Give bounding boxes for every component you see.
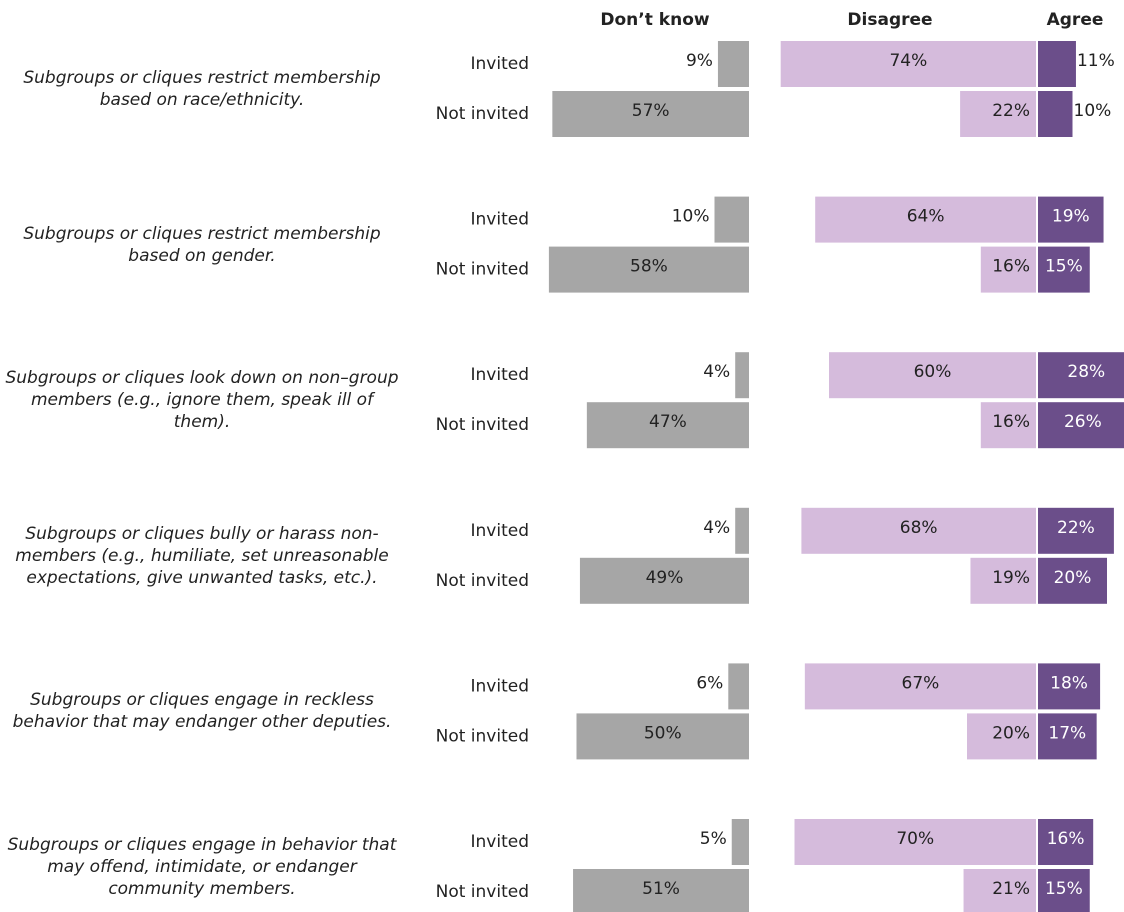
bar — [1038, 246, 1090, 293]
value-label: 20% — [992, 723, 1030, 743]
value-label: 74% — [889, 51, 927, 71]
question: Subgroups or cliques restrict membership… — [23, 68, 381, 110]
bar — [960, 91, 1036, 137]
value-label: 9% — [686, 51, 713, 71]
bar — [1038, 663, 1101, 710]
value-label: 50% — [644, 723, 682, 743]
value-label: 15% — [1045, 879, 1083, 899]
value-label: 58% — [630, 257, 668, 277]
value-label: 60% — [914, 362, 952, 382]
value-label: 16% — [992, 412, 1030, 432]
value-label: 15% — [1045, 257, 1083, 277]
group-label: Invited — [471, 521, 530, 541]
value-label: 10% — [672, 207, 710, 227]
bar — [804, 663, 1036, 710]
question: Subgroups or cliques engage in behavior … — [7, 835, 397, 899]
question: Subgroups or cliques bully or harass non… — [15, 523, 389, 588]
value-label: 4% — [703, 362, 730, 382]
value-label: 70% — [896, 829, 934, 849]
value-label: 49% — [646, 568, 684, 588]
value-label: 51% — [642, 879, 680, 899]
bar — [829, 352, 1036, 399]
group-label: Not invited — [436, 104, 529, 124]
bar — [1038, 869, 1090, 912]
group-label: Not invited — [436, 726, 529, 746]
bar — [576, 713, 749, 760]
value-label: 18% — [1050, 673, 1088, 693]
group-label: Invited — [471, 676, 530, 696]
bar — [1038, 196, 1104, 243]
bar — [735, 507, 749, 554]
bar — [735, 352, 749, 399]
question: Subgroups or cliques engage in reckless … — [12, 690, 392, 733]
group-label: Not invited — [436, 415, 529, 435]
bar — [586, 402, 749, 449]
bar — [970, 557, 1036, 604]
bar — [552, 91, 749, 137]
value-label: 11% — [1077, 51, 1115, 71]
bar — [963, 869, 1036, 912]
bar — [1038, 507, 1114, 554]
bar — [579, 557, 749, 604]
value-label: 19% — [1052, 207, 1090, 227]
bar — [1038, 713, 1097, 760]
value-label: 16% — [992, 257, 1030, 277]
value-label: 22% — [1057, 518, 1095, 538]
bar — [1038, 557, 1107, 604]
value-label: 17% — [1048, 723, 1086, 743]
bar — [980, 246, 1036, 293]
value-label: 67% — [902, 673, 940, 693]
bar — [980, 402, 1036, 449]
group-label: Not invited — [436, 571, 529, 591]
question: Subgroups or cliques restrict membership… — [23, 223, 381, 266]
value-label: 4% — [703, 518, 730, 538]
value-label: 10% — [1074, 101, 1112, 121]
bar — [1038, 402, 1124, 449]
bar — [731, 819, 749, 865]
bar — [717, 41, 749, 87]
value-label: 57% — [632, 101, 670, 121]
group-label: Not invited — [436, 260, 529, 280]
series-header: Don’t know — [600, 10, 709, 30]
question: Subgroups or cliques look down on non–gr… — [5, 368, 399, 433]
group-label: Invited — [471, 210, 530, 230]
value-label: 68% — [900, 518, 938, 538]
value-label: 5% — [700, 829, 727, 849]
bar — [801, 507, 1036, 554]
bar — [967, 713, 1036, 760]
value-label: 21% — [992, 879, 1030, 899]
group-label: Invited — [471, 54, 530, 74]
bar — [1038, 91, 1073, 137]
value-label: 6% — [696, 673, 723, 693]
bar — [573, 869, 749, 912]
bar — [714, 196, 749, 243]
series-header: Disagree — [847, 10, 932, 30]
bar — [728, 663, 749, 710]
bar — [1038, 819, 1094, 865]
bar — [794, 819, 1036, 865]
bar — [1038, 41, 1076, 87]
value-label: 64% — [907, 207, 945, 227]
value-label: 16% — [1047, 829, 1085, 849]
bar — [815, 196, 1036, 243]
group-label: Invited — [471, 832, 530, 852]
bar — [780, 41, 1036, 87]
group-label: Invited — [471, 365, 530, 385]
value-label: 22% — [992, 101, 1030, 121]
value-label: 20% — [1054, 568, 1092, 588]
group-label: Not invited — [436, 882, 529, 902]
value-label: 28% — [1067, 362, 1105, 382]
bar — [1038, 352, 1124, 399]
bar — [548, 246, 749, 293]
value-label: 26% — [1064, 412, 1102, 432]
value-label: 19% — [992, 568, 1030, 588]
series-header: Agree — [1047, 10, 1104, 30]
value-label: 47% — [649, 412, 687, 432]
